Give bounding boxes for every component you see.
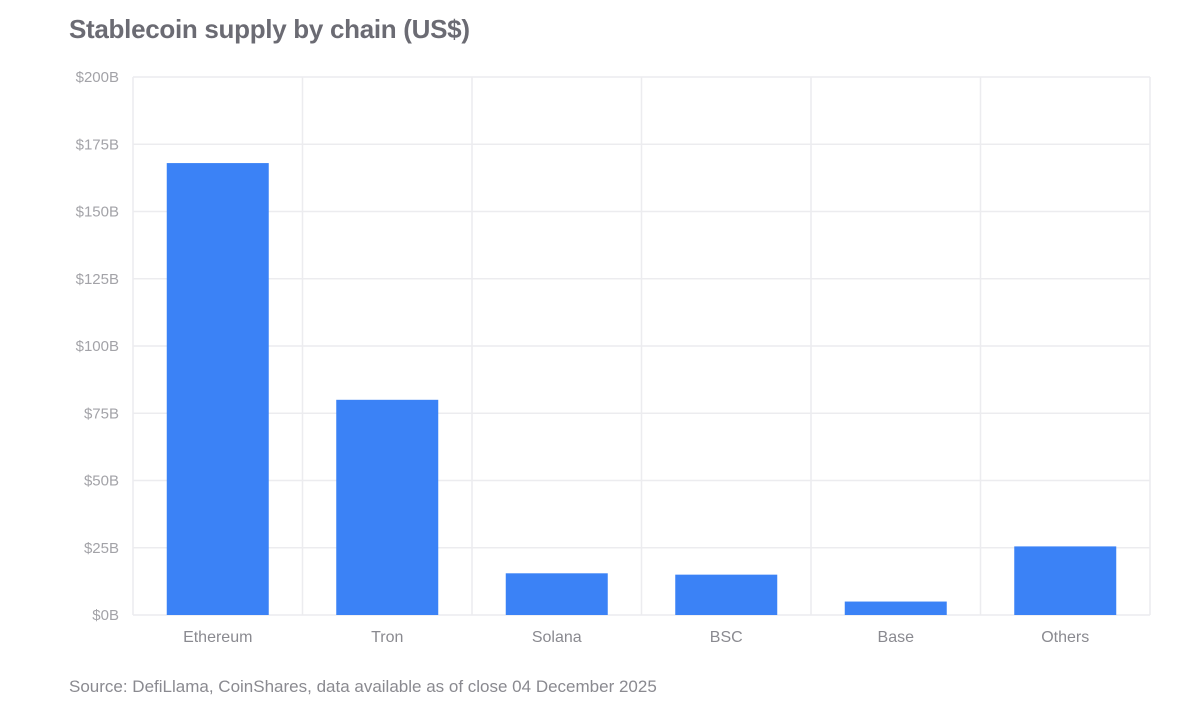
y-tick-label: $25B	[84, 540, 119, 557]
bar-others	[1014, 546, 1117, 615]
source-note: Source: DefiLlama, CoinShares, data avai…	[69, 677, 657, 696]
y-tick-label: $75B	[84, 405, 119, 422]
bar-base	[844, 601, 947, 615]
y-tick-label: $200B	[76, 69, 119, 86]
x-tick-label: Solana	[532, 629, 582, 646]
bar-ethereum	[166, 163, 269, 615]
x-tick-label: Base	[878, 629, 915, 646]
chart-title: Stablecoin supply by chain (US$)	[69, 14, 470, 44]
x-tick-label: Ethereum	[183, 629, 252, 646]
y-tick-label: $125B	[76, 271, 119, 288]
y-tick-label: $175B	[76, 136, 119, 153]
y-tick-label: $50B	[84, 473, 119, 490]
bar-tron	[336, 399, 439, 615]
y-tick-label: $100B	[76, 338, 119, 355]
y-tick-label: $0B	[92, 607, 119, 624]
bar-solana	[505, 573, 608, 615]
x-tick-label: BSC	[710, 629, 743, 646]
bar-bsc	[675, 574, 778, 615]
y-tick-label: $150B	[76, 204, 119, 221]
x-tick-label: Others	[1041, 629, 1089, 646]
x-tick-label: Tron	[371, 629, 403, 646]
